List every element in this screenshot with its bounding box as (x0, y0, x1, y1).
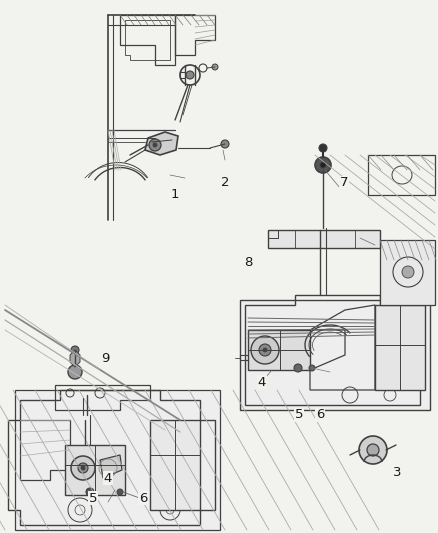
Text: 1: 1 (170, 189, 179, 201)
Circle shape (86, 488, 94, 496)
Circle shape (148, 139, 161, 151)
Polygon shape (247, 330, 309, 370)
Circle shape (71, 456, 95, 480)
Circle shape (358, 436, 386, 464)
Text: 8: 8 (243, 255, 251, 269)
Text: 9: 9 (101, 351, 109, 365)
Circle shape (308, 365, 314, 371)
Circle shape (318, 144, 326, 152)
Polygon shape (100, 455, 122, 478)
Circle shape (293, 364, 301, 372)
Text: 3: 3 (392, 465, 400, 479)
Circle shape (220, 140, 229, 148)
Text: 4: 4 (103, 472, 112, 484)
Polygon shape (240, 300, 429, 410)
Polygon shape (145, 132, 177, 155)
Circle shape (366, 444, 378, 456)
Circle shape (117, 489, 123, 495)
Polygon shape (70, 350, 80, 367)
Circle shape (68, 365, 82, 379)
Polygon shape (379, 240, 434, 305)
Text: 5: 5 (294, 408, 303, 422)
Circle shape (258, 344, 270, 356)
Text: 6: 6 (138, 491, 147, 505)
Text: 5: 5 (88, 491, 97, 505)
Circle shape (78, 463, 88, 473)
Text: 6: 6 (315, 408, 323, 422)
Circle shape (186, 71, 194, 79)
Circle shape (212, 64, 218, 70)
Circle shape (319, 162, 325, 168)
Circle shape (262, 348, 266, 352)
Text: 7: 7 (339, 176, 347, 190)
Text: 4: 4 (257, 376, 265, 389)
Polygon shape (374, 305, 424, 390)
Circle shape (401, 266, 413, 278)
Polygon shape (65, 445, 125, 495)
Text: 2: 2 (220, 175, 229, 189)
Circle shape (71, 346, 79, 354)
Polygon shape (267, 230, 379, 248)
Circle shape (153, 143, 157, 147)
Circle shape (81, 466, 85, 470)
Polygon shape (150, 420, 200, 510)
Polygon shape (15, 390, 219, 530)
Circle shape (314, 157, 330, 173)
Circle shape (251, 336, 279, 364)
